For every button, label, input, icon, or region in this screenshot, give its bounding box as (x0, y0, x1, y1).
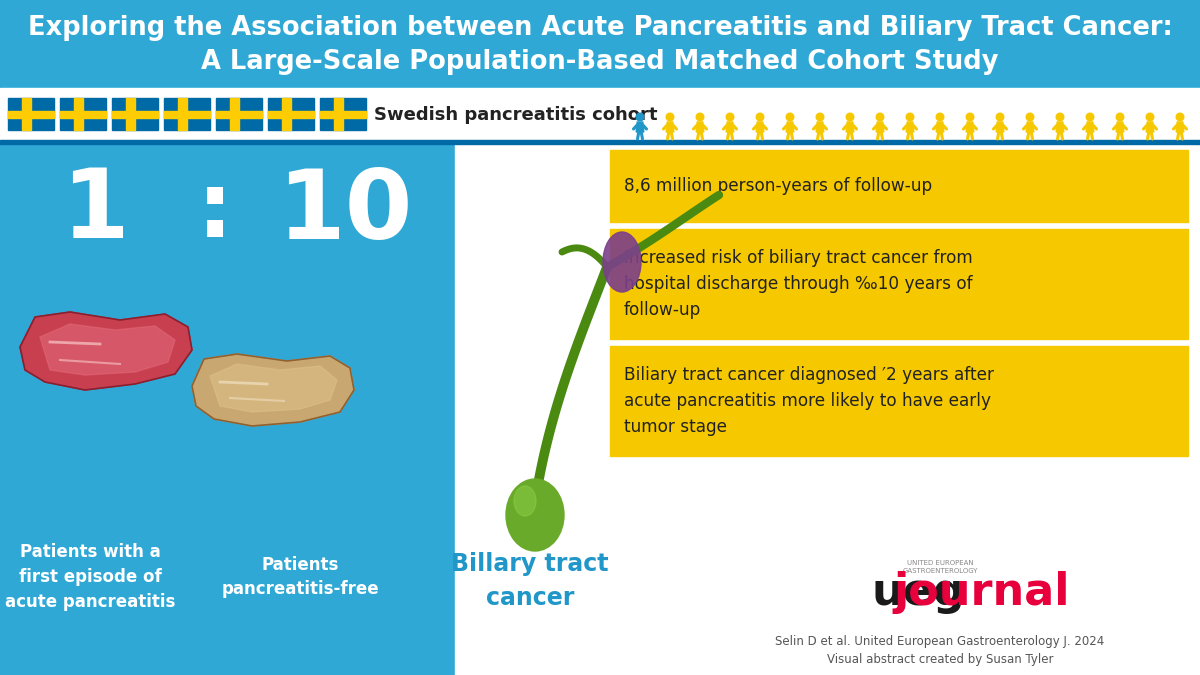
Bar (164, 111, 210, 117)
Polygon shape (966, 122, 974, 132)
Bar (320, 111, 366, 117)
Bar (164, 98, 210, 130)
Text: cancer: cancer (486, 586, 574, 610)
Circle shape (1146, 113, 1154, 121)
Bar (74, 98, 83, 130)
Circle shape (996, 113, 1004, 121)
Polygon shape (816, 122, 823, 132)
Polygon shape (846, 122, 854, 132)
Text: A Large-Scale Population-Based Matched Cohort Study: A Large-Scale Population-Based Matched C… (202, 49, 998, 75)
Polygon shape (192, 354, 354, 426)
Circle shape (726, 113, 734, 121)
Circle shape (756, 113, 764, 121)
Bar (8, 111, 54, 117)
Bar (60, 98, 106, 130)
Bar (8, 98, 54, 130)
Text: UNITED EUROPEAN
GASTROENTEROLOGY: UNITED EUROPEAN GASTROENTEROLOGY (902, 560, 978, 574)
Bar (455, 144, 1200, 675)
Polygon shape (40, 324, 175, 375)
Polygon shape (1086, 122, 1094, 132)
Text: 10: 10 (277, 165, 413, 259)
Circle shape (966, 113, 974, 121)
Circle shape (1086, 113, 1094, 121)
Text: Patients
pancreatitis-free: Patients pancreatitis-free (221, 556, 379, 599)
Text: Exploring the Association between Acute Pancreatitis and Biliary Tract Cancer:: Exploring the Association between Acute … (28, 15, 1172, 41)
Bar (0, 144, 455, 675)
Bar (22, 98, 31, 130)
Polygon shape (636, 122, 643, 132)
Bar (112, 98, 158, 130)
Polygon shape (1056, 122, 1064, 132)
Text: Billary tract: Billary tract (451, 552, 608, 576)
Text: Selin D et al. United European Gastroenterology J. 2024: Selin D et al. United European Gastroent… (775, 635, 1105, 649)
Circle shape (906, 113, 914, 121)
Text: 8,6 million person-years of follow-up: 8,6 million person-years of follow-up (624, 177, 932, 195)
Text: ueg: ueg (871, 572, 965, 614)
Polygon shape (1026, 122, 1034, 132)
Bar (178, 98, 187, 130)
Text: 1: 1 (61, 165, 128, 259)
Polygon shape (1146, 122, 1154, 132)
Circle shape (846, 113, 854, 121)
Bar (282, 98, 292, 130)
Text: Visual abstract created by Susan Tyler: Visual abstract created by Susan Tyler (827, 653, 1054, 666)
Circle shape (936, 113, 944, 121)
Bar (112, 111, 158, 117)
Polygon shape (726, 122, 734, 132)
Circle shape (636, 113, 643, 121)
Text: Increased risk of biliary tract cancer from
hospital discharge through ‰10 years: Increased risk of biliary tract cancer f… (624, 249, 973, 319)
Circle shape (1026, 113, 1034, 121)
Bar (216, 98, 262, 130)
Bar (320, 98, 366, 130)
Bar (126, 98, 134, 130)
Text: Swedish pancreatitis cohort: Swedish pancreatitis cohort (374, 106, 658, 124)
Polygon shape (1116, 122, 1123, 132)
Polygon shape (756, 122, 763, 132)
Circle shape (876, 113, 884, 121)
Circle shape (1056, 113, 1064, 121)
Bar (0, 140, 1200, 144)
Polygon shape (996, 122, 1003, 132)
Circle shape (696, 113, 704, 121)
Bar (60, 111, 106, 117)
Bar (334, 98, 343, 130)
Polygon shape (696, 122, 703, 132)
Polygon shape (20, 312, 192, 390)
Bar (216, 111, 262, 117)
Circle shape (786, 113, 794, 121)
Polygon shape (936, 122, 943, 132)
Circle shape (1116, 113, 1123, 121)
Polygon shape (1176, 122, 1183, 132)
Polygon shape (210, 364, 337, 412)
Text: Patients with a
first episode of
acute pancreatitis: Patients with a first episode of acute p… (5, 543, 175, 611)
Polygon shape (666, 122, 674, 132)
Bar (0, 0, 1200, 88)
Polygon shape (876, 122, 883, 132)
Text: Biliary tract cancer diagnosed ′2 years after
acute pancreatitis more likely to : Biliary tract cancer diagnosed ′2 years … (624, 367, 994, 435)
Text: :: : (197, 168, 233, 256)
Bar (230, 98, 239, 130)
Text: journal: journal (894, 572, 1070, 614)
Circle shape (1176, 113, 1184, 121)
Bar (610, 150, 1188, 222)
Ellipse shape (514, 486, 536, 516)
Bar (268, 98, 314, 130)
Circle shape (666, 113, 674, 121)
Polygon shape (786, 122, 794, 132)
Ellipse shape (604, 232, 641, 292)
Ellipse shape (506, 479, 564, 551)
Bar (610, 346, 1188, 456)
Bar (0, 88, 1200, 140)
Polygon shape (906, 122, 914, 132)
Circle shape (816, 113, 824, 121)
Bar (268, 111, 314, 117)
Bar (610, 229, 1188, 339)
